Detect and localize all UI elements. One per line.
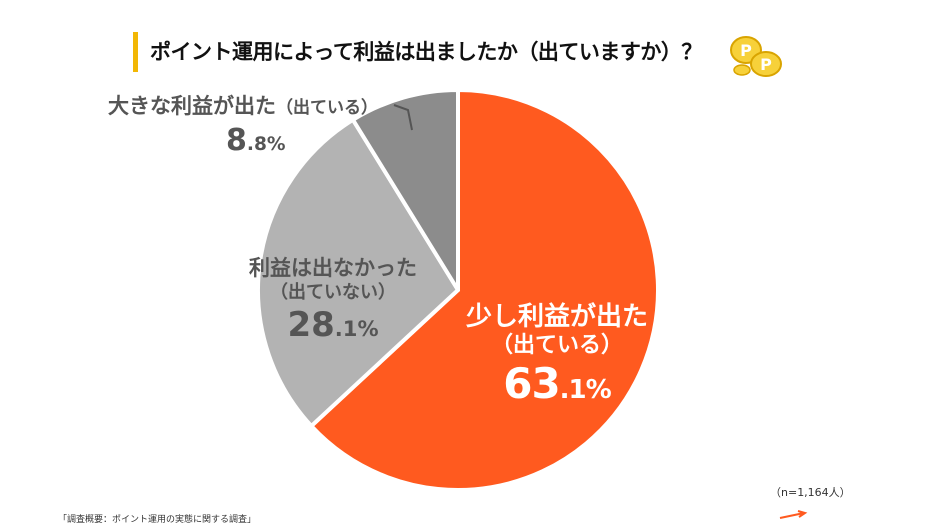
slice-value-small-profit: 63.1%: [462, 360, 652, 414]
svg-text:P: P: [740, 41, 752, 60]
slice-label-small-profit-line1: 少し利益が出た: [465, 302, 648, 332]
svg-text:P: P: [760, 55, 772, 74]
slice-value-no-profit-dec: .1%: [334, 316, 379, 341]
pie-slice-small-profit: [309, 88, 660, 492]
slice-value-large-profit-int: 8: [226, 123, 247, 158]
sample-size-note: （n=1,164人）: [770, 486, 851, 499]
slice-label-no-profit-line1: 利益は出なかった: [249, 256, 417, 280]
slice-label-small-profit-line2: （出ている）: [490, 333, 623, 358]
title-accent-bar: [133, 32, 138, 72]
slice-label-no-profit: 利益は出なかった （出ていない） 28.1%: [228, 255, 438, 349]
slice-value-no-profit: 28.1%: [228, 305, 438, 349]
slice-label-large-profit-line1: 大きな利益が出た（出ている）: [108, 92, 408, 122]
slice-value-large-profit-dec: .8%: [246, 134, 286, 155]
chart-title: ポイント運用によって利益は出ましたか（出ていますか）？: [150, 40, 702, 64]
slice-value-small-profit-int: 63: [503, 359, 560, 408]
brand-arrow-icon: [779, 510, 808, 519]
slice-value-small-profit-dec: .1%: [559, 375, 612, 405]
slice-value-large-profit: 8.8%: [108, 122, 408, 164]
slice-label-large-profit-paren: （出ている）: [276, 98, 378, 118]
slice-label-small-profit: 少し利益が出た （出ている） 63.1%: [462, 302, 652, 414]
gold-coins-icon: P P: [730, 36, 782, 77]
slice-label-no-profit-line2: （出ていない）: [270, 282, 396, 303]
slice-label-large-profit: 大きな利益が出た（出ている） 8.8%: [108, 92, 408, 164]
small-slice-leader-line: [393, 104, 413, 131]
slice-value-no-profit-int: 28: [287, 305, 335, 345]
source-note: 「調査概要：ポイント運用の実態に関する調査」: [58, 515, 257, 525]
pie-slice-large-profit: [350, 88, 460, 292]
slice-label-large-profit-text: 大きな利益が出た: [108, 94, 276, 118]
pie-slice-no-profit: [256, 117, 460, 428]
